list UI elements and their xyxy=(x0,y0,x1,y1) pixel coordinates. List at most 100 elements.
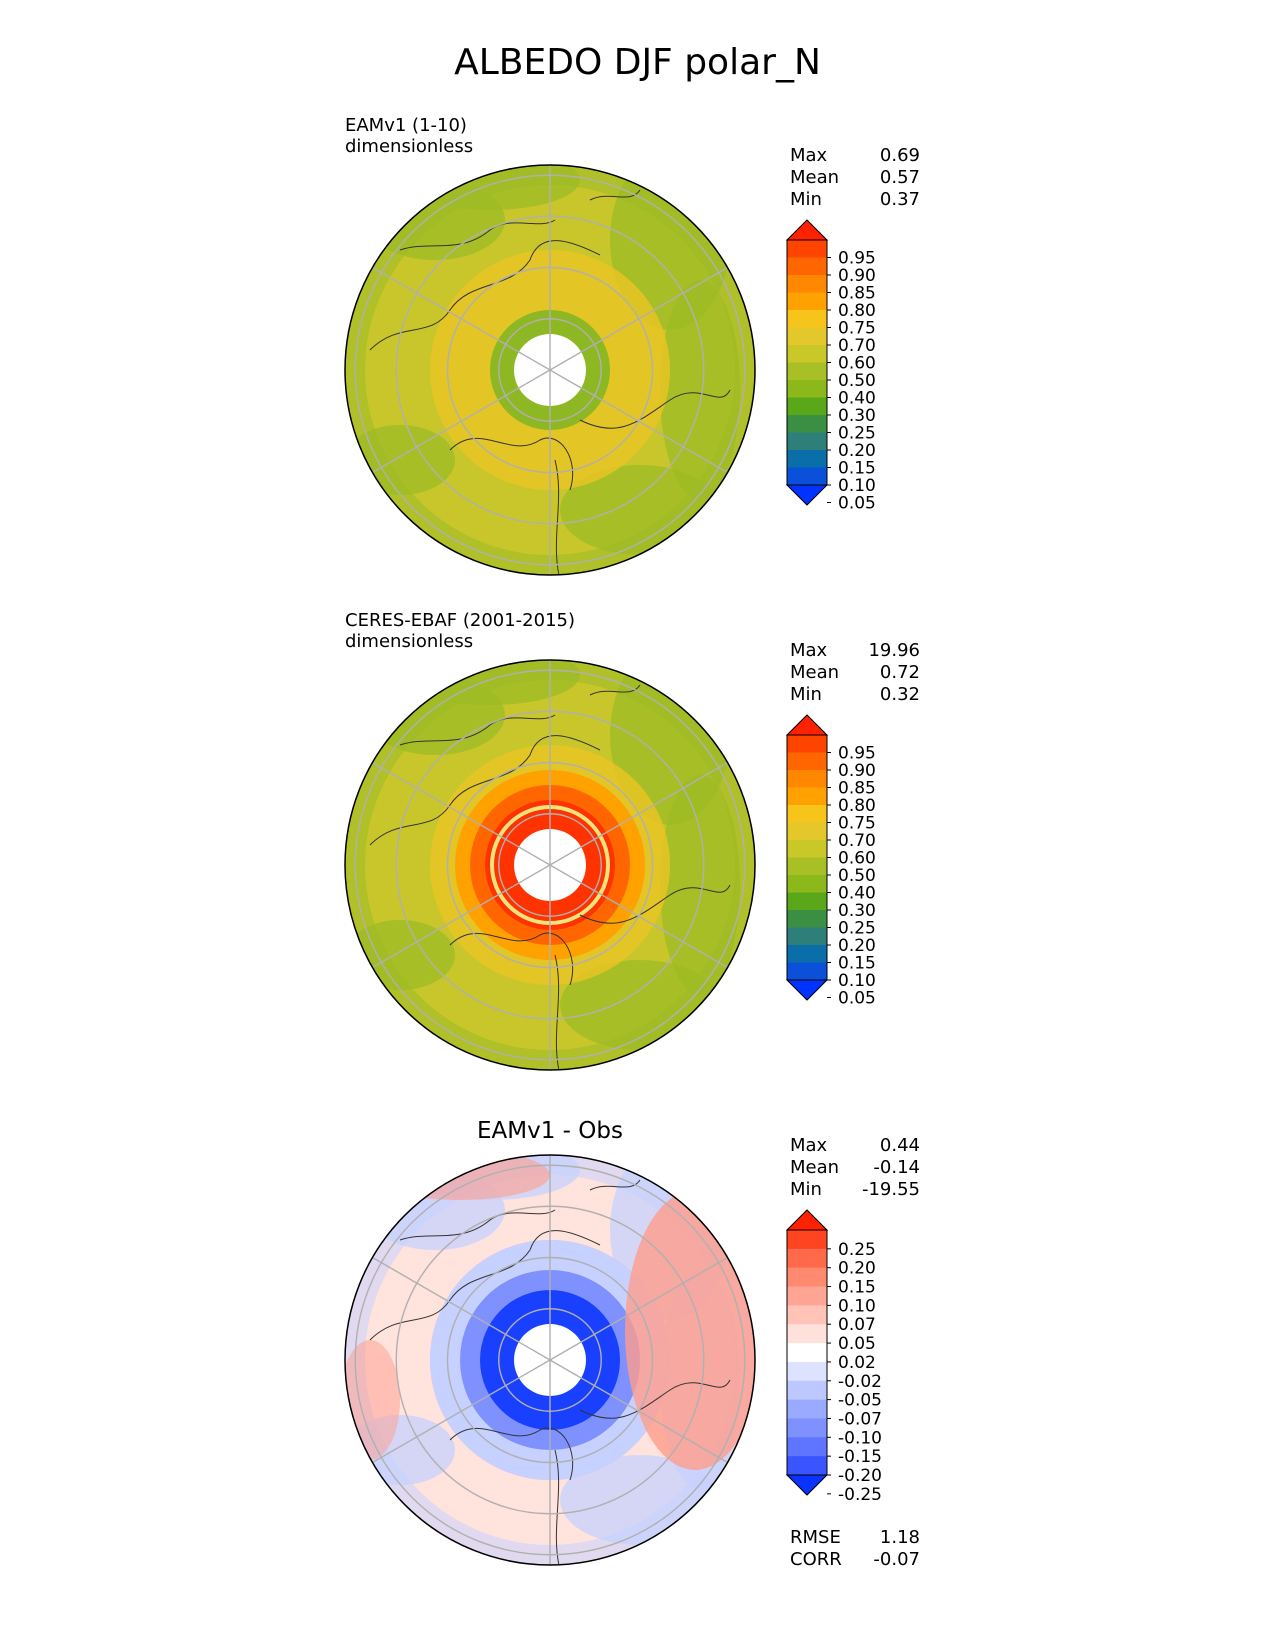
colorbar-segment xyxy=(787,787,827,806)
colorbar-segment xyxy=(787,327,827,346)
map-patch xyxy=(400,165,580,210)
colorbar-tick-label: 0.15 xyxy=(838,1278,876,1298)
panel-2-stat-max-value: 19.96 xyxy=(868,640,920,661)
meridian-line xyxy=(549,1359,728,1464)
colorbar-tick-label: 0.25 xyxy=(838,919,876,939)
meridian-line xyxy=(372,864,551,969)
meridian-line xyxy=(549,266,728,371)
panel-2-title: CERES-EBAF (2001-2015) dimensionless xyxy=(345,610,575,652)
panel-1-title-line-1: EAMv1 (1-10) xyxy=(345,115,467,136)
colorbar-segment xyxy=(787,945,827,963)
colorbar-segment xyxy=(787,1267,827,1288)
colorbar-segment xyxy=(787,240,827,258)
colorbar-extension-bottom xyxy=(785,484,829,506)
panel-2-colorbar: 0.950.900.850.800.750.700.600.500.400.30… xyxy=(785,714,876,1009)
panel-1-stat-min-value: 0.37 xyxy=(879,189,920,210)
meridian-line xyxy=(549,369,728,474)
colorbar-segment xyxy=(787,345,827,363)
colorbar-tick-label: 0.10 xyxy=(838,971,876,991)
colorbar-segment xyxy=(787,1418,827,1438)
colorbar-tick-label: 0.10 xyxy=(838,476,876,496)
panel-3-rmse-value: 1.18 xyxy=(879,1527,920,1548)
coastline xyxy=(449,1427,574,1481)
colorbar-segment xyxy=(787,1324,827,1344)
colorbar-tick-label: 0.05 xyxy=(838,1334,876,1354)
colorbar-tick-label: 0.50 xyxy=(838,866,876,886)
colorbar-segment xyxy=(787,1456,827,1476)
panel-2-stat-min-value: 0.32 xyxy=(879,684,920,705)
colorbar-segment xyxy=(787,1399,827,1419)
map-field xyxy=(345,660,755,1070)
colorbar-tick-label: 0.02 xyxy=(838,1353,876,1373)
colorbar-segment xyxy=(787,770,827,788)
meridian-line xyxy=(372,761,551,866)
colorbar-tick-label: 0.20 xyxy=(838,1259,876,1279)
panel-1-map xyxy=(344,164,756,576)
panel-1-colorbar: 0.950.900.850.800.750.700.600.500.400.30… xyxy=(785,219,876,514)
panel-1-title-line-2: dimensionless xyxy=(345,136,474,157)
colorbar-segment xyxy=(787,1380,827,1401)
colorbar-tick-label: 0.10 xyxy=(838,1296,876,1316)
map-border xyxy=(344,164,756,576)
colorbar-tick-label: 0.20 xyxy=(838,441,876,461)
colorbar-tick-label: 0.40 xyxy=(838,389,876,409)
colorbar-segment xyxy=(787,467,827,486)
colorbar-segment xyxy=(787,927,827,946)
colorbar-tick-label: 0.30 xyxy=(838,406,876,426)
colorbar-extension-top xyxy=(785,1209,829,1231)
panel-3-colorbar: 0.250.200.150.100.070.050.02-0.02-0.05-0… xyxy=(785,1209,882,1505)
colorbar-segment xyxy=(787,910,827,928)
map-patch xyxy=(345,425,455,495)
panel-1-stat-mean-label: Mean xyxy=(790,167,840,188)
colorbar-segment xyxy=(787,805,827,823)
colorbar-tick-label: 0.85 xyxy=(838,284,876,304)
colorbar-segment xyxy=(787,1343,827,1363)
coastline xyxy=(369,735,601,846)
colorbar-extension-top xyxy=(785,714,829,736)
figure-title: ALBEDO DJF polar_N xyxy=(454,42,821,83)
panel-2-stat-max-label: Max xyxy=(790,640,828,661)
panel-2-stat-mean-value: 0.72 xyxy=(879,662,920,683)
colorbar-tick-label: 0.05 xyxy=(838,989,876,1009)
panel-2-stat-min-label: Min xyxy=(790,684,822,705)
coastline xyxy=(579,389,731,429)
colorbar-segment xyxy=(787,822,827,841)
colorbar-segment xyxy=(787,892,827,911)
panel-1-stat-mean-value: 0.57 xyxy=(879,167,920,188)
coastline xyxy=(579,1379,731,1419)
coastline xyxy=(449,437,574,491)
panel-1-stat-max-value: 0.69 xyxy=(879,145,920,166)
colorbar-tick-label: -0.20 xyxy=(838,1466,882,1486)
colorbar-segment xyxy=(787,857,827,876)
colorbar-segment xyxy=(787,752,827,771)
panel-3-stat-mean-value: -0.14 xyxy=(873,1157,920,1178)
colorbar-tick-label: 0.90 xyxy=(838,266,876,286)
colorbar-tick-label: 0.25 xyxy=(838,424,876,444)
colorbar-segment xyxy=(787,735,827,753)
colorbar-tick-label: 0.30 xyxy=(838,901,876,921)
panel-2-title-line-2: dimensionless xyxy=(345,631,474,652)
panel-1-title: EAMv1 (1-10) dimensionless xyxy=(345,115,473,157)
colorbar-segment xyxy=(787,1361,827,1382)
map-border xyxy=(344,659,756,1071)
colorbar-tick-label: 0.70 xyxy=(838,831,876,851)
panel-3-corr-label: CORR xyxy=(790,1549,842,1570)
coastline xyxy=(589,189,641,201)
panel-2-title-line-1: CERES-EBAF (2001-2015) xyxy=(345,610,576,631)
colorbar-segment xyxy=(787,1286,827,1306)
colorbar-segment xyxy=(787,962,827,981)
colorbar-tick-label: -0.25 xyxy=(838,1485,882,1505)
colorbar-segment xyxy=(787,1230,827,1250)
colorbar-segment xyxy=(787,397,827,416)
coastline xyxy=(399,714,556,746)
colorbar-tick-label: 0.05 xyxy=(838,494,876,514)
meridian-line xyxy=(372,369,551,474)
colorbar-tick-label: 0.85 xyxy=(838,779,876,799)
colorbar-tick-label: 0.95 xyxy=(838,249,876,269)
coastline xyxy=(589,684,641,696)
colorbar-tick-label: 0.75 xyxy=(838,814,876,834)
meridian-line xyxy=(372,1256,551,1361)
colorbar-tick-label: 0.60 xyxy=(838,849,876,869)
colorbar-tick-label: 0.90 xyxy=(838,761,876,781)
colorbar-extension-bottom xyxy=(785,979,829,1001)
